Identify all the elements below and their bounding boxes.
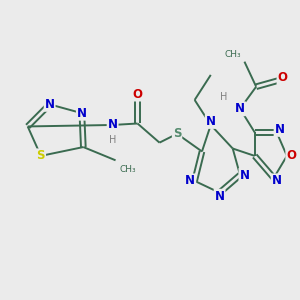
Text: O: O xyxy=(278,71,287,84)
Text: H: H xyxy=(220,92,228,102)
Text: S: S xyxy=(37,149,45,162)
Text: N: N xyxy=(235,102,245,115)
Text: N: N xyxy=(45,98,55,111)
Text: N: N xyxy=(206,115,216,128)
Text: CH₃: CH₃ xyxy=(120,165,136,174)
Text: CH₃: CH₃ xyxy=(225,50,242,59)
Text: N: N xyxy=(77,107,87,120)
Text: N: N xyxy=(214,190,224,203)
Text: N: N xyxy=(108,118,118,131)
Text: S: S xyxy=(173,127,181,140)
Text: N: N xyxy=(239,169,249,182)
Text: O: O xyxy=(133,88,142,100)
Text: N: N xyxy=(272,174,282,188)
Text: N: N xyxy=(185,174,195,188)
Text: O: O xyxy=(286,149,296,162)
Text: N: N xyxy=(274,123,285,136)
Text: H: H xyxy=(109,135,116,145)
